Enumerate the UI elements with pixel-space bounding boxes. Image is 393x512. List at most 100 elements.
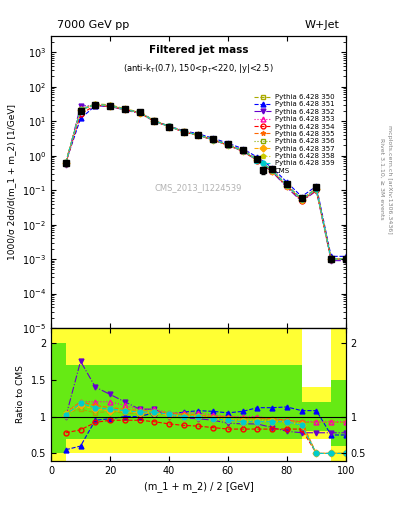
Legend: Pythia 6.428 350, Pythia 6.428 351, Pythia 6.428 352, Pythia 6.428 353, Pythia 6: Pythia 6.428 350, Pythia 6.428 351, Pyth… — [252, 92, 336, 176]
Pythia 6.428 352 — [241, 148, 245, 154]
Pythia 6.428 354 — [137, 110, 142, 116]
Pythia 6.428 359 — [167, 123, 171, 130]
Pythia 6.428 355 — [167, 123, 171, 130]
Pythia 6.428 355 — [241, 147, 245, 154]
Pythia 6.428 352 — [182, 129, 186, 135]
Pythia 6.428 358 — [314, 186, 319, 192]
Pythia 6.428 356 — [196, 132, 201, 138]
Pythia 6.428 356 — [167, 123, 171, 130]
Pythia 6.428 350 — [241, 147, 245, 153]
Pythia 6.428 354 — [152, 118, 156, 124]
Pythia 6.428 358 — [167, 123, 171, 130]
Pythia 6.428 357 — [123, 106, 127, 113]
Text: Rivet 3.1.10, ≥ 3M events: Rivet 3.1.10, ≥ 3M events — [379, 138, 384, 220]
Pythia 6.428 356 — [182, 129, 186, 135]
Pythia 6.428 354 — [196, 133, 201, 139]
Pythia 6.428 358 — [78, 106, 83, 113]
Pythia 6.428 352 — [285, 184, 289, 190]
Pythia 6.428 352 — [329, 258, 334, 264]
Pythia 6.428 353 — [241, 147, 245, 154]
Text: W+Jet: W+Jet — [305, 20, 340, 30]
Pythia 6.428 358 — [182, 129, 186, 135]
Pythia 6.428 350 — [182, 128, 186, 134]
Pythia 6.428 358 — [64, 159, 68, 165]
Pythia 6.428 351 — [182, 127, 186, 134]
Pythia 6.428 354 — [78, 111, 83, 117]
Pythia 6.428 356 — [64, 160, 68, 166]
Pythia 6.428 350 — [270, 167, 275, 173]
Pythia 6.428 352 — [196, 132, 201, 138]
Pythia 6.428 358 — [226, 142, 230, 148]
Pythia 6.428 355 — [285, 182, 289, 188]
Pythia 6.428 358 — [241, 147, 245, 154]
Pythia 6.428 358 — [270, 167, 275, 173]
Pythia 6.428 359 — [270, 167, 275, 174]
Pythia 6.428 350 — [108, 102, 112, 108]
Pythia 6.428 359 — [343, 256, 348, 262]
Pythia 6.428 351 — [93, 103, 98, 109]
Pythia 6.428 357 — [255, 157, 260, 163]
Pythia 6.428 353 — [108, 103, 112, 109]
Pythia 6.428 350 — [255, 156, 260, 162]
Pythia 6.428 354 — [343, 256, 348, 262]
Pythia 6.428 352 — [314, 188, 319, 194]
Pythia 6.428 351 — [123, 106, 127, 113]
Pythia 6.428 353 — [270, 167, 275, 174]
Line: Pythia 6.428 357: Pythia 6.428 357 — [63, 102, 348, 262]
Pythia 6.428 357 — [182, 129, 186, 135]
Line: Pythia 6.428 353: Pythia 6.428 353 — [63, 102, 348, 262]
Pythia 6.428 356 — [211, 137, 216, 143]
Pythia 6.428 358 — [137, 110, 142, 116]
Pythia 6.428 351 — [78, 115, 83, 121]
Pythia 6.428 357 — [64, 160, 68, 166]
Pythia 6.428 357 — [108, 103, 112, 109]
Pythia 6.428 359 — [78, 106, 83, 113]
Pythia 6.428 359 — [108, 102, 112, 109]
Pythia 6.428 353 — [299, 197, 304, 203]
Pythia 6.428 357 — [93, 102, 98, 108]
Pythia 6.428 355 — [64, 159, 68, 165]
Pythia 6.428 350 — [123, 105, 127, 112]
Pythia 6.428 354 — [226, 142, 230, 148]
Pythia 6.428 354 — [64, 160, 68, 166]
Pythia 6.428 352 — [167, 123, 171, 130]
Line: Pythia 6.428 359: Pythia 6.428 359 — [63, 102, 348, 262]
Pythia 6.428 359 — [241, 147, 245, 154]
Pythia 6.428 355 — [137, 110, 142, 116]
Pythia 6.428 359 — [64, 160, 68, 166]
Pythia 6.428 357 — [314, 186, 319, 193]
Pythia 6.428 350 — [285, 182, 289, 188]
Pythia 6.428 351 — [64, 159, 68, 165]
Pythia 6.428 353 — [226, 142, 230, 148]
Pythia 6.428 357 — [241, 148, 245, 154]
Pythia 6.428 357 — [211, 137, 216, 143]
Pythia 6.428 354 — [211, 137, 216, 143]
Text: mcplots.cern.ch [arXiv:1306.3436]: mcplots.cern.ch [arXiv:1306.3436] — [387, 125, 392, 233]
Text: (anti-k$_{\rm T}$(0.7), 150<p$_{\rm T}$<220, |y|<2.5): (anti-k$_{\rm T}$(0.7), 150<p$_{\rm T}$<… — [123, 62, 274, 75]
Pythia 6.428 355 — [270, 167, 275, 173]
Pythia 6.428 352 — [64, 162, 68, 168]
Y-axis label: Ratio to CMS: Ratio to CMS — [16, 366, 25, 423]
Pythia 6.428 351 — [196, 131, 201, 137]
Pythia 6.428 355 — [93, 101, 98, 108]
Pythia 6.428 356 — [108, 103, 112, 109]
Pythia 6.428 351 — [108, 103, 112, 110]
Pythia 6.428 351 — [152, 117, 156, 123]
Pythia 6.428 354 — [167, 124, 171, 130]
Pythia 6.428 352 — [255, 158, 260, 164]
Pythia 6.428 354 — [93, 102, 98, 109]
Pythia 6.428 351 — [211, 135, 216, 141]
Pythia 6.428 357 — [196, 132, 201, 138]
Text: CMS_2013_I1224539: CMS_2013_I1224539 — [155, 183, 242, 193]
Pythia 6.428 356 — [226, 142, 230, 148]
Pythia 6.428 354 — [299, 198, 304, 204]
Pythia 6.428 352 — [343, 258, 348, 264]
Pythia 6.428 355 — [78, 107, 83, 113]
Pythia 6.428 359 — [255, 157, 260, 163]
Pythia 6.428 353 — [152, 118, 156, 124]
Pythia 6.428 350 — [196, 132, 201, 138]
Pythia 6.428 355 — [108, 102, 112, 109]
Pythia 6.428 353 — [78, 106, 83, 113]
Pythia 6.428 352 — [137, 110, 142, 116]
Pythia 6.428 352 — [93, 103, 98, 109]
